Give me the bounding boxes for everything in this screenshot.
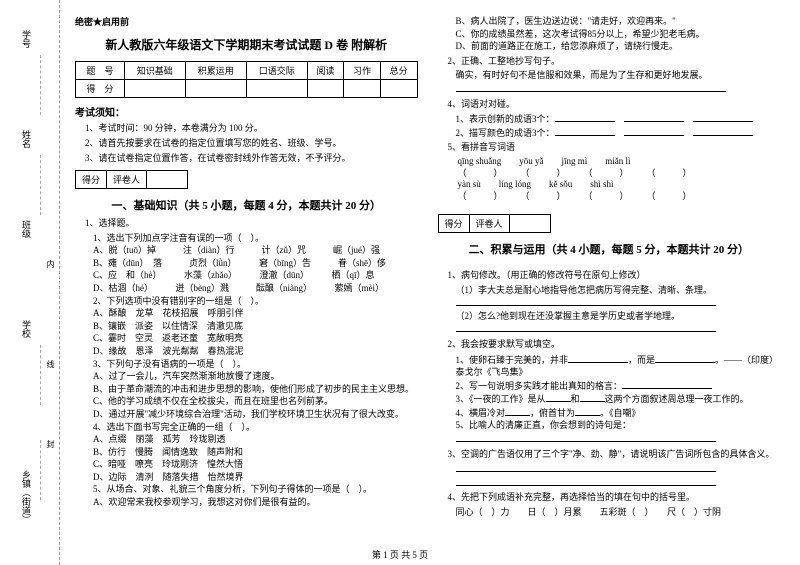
s2-q2: 2、我会按要求默写或填空。 — [448, 338, 781, 351]
q1-5: 5、从场合、对象、礼貌三个角度分析，下列句子得体的一项是（ ）。 — [93, 483, 418, 496]
td-score-label: 得 分 — [76, 80, 125, 98]
grader-name: 评卷人 — [107, 171, 147, 188]
paren-row: （ ） （ ） （ ） （ ） — [458, 189, 781, 202]
section2-heading: 二、积累与运用（共 4 小题，每题 5 分，本题共计 20 分） — [438, 241, 781, 257]
gutter-seal-feng: 封 — [45, 440, 56, 448]
q4-1: 1、表示创新的成语3个： — [456, 112, 781, 126]
th-oral: 口语交际 — [246, 62, 307, 80]
grader-box: 得分 评卷人 — [438, 214, 551, 233]
opt: D、前面的道路正在施工，给您添麻烦了，请绕行慢走。 — [456, 40, 781, 53]
th-total: 总分 — [380, 62, 417, 80]
gutter-label-town: 乡镇（街道） — [20, 470, 33, 524]
s2-q2-1: 1、使卵石臻于完美的，并非，而是。——（印度） — [456, 353, 781, 367]
notice-item: 1、考试时间：90 分钟，本卷满分为 100 分。 — [85, 121, 418, 134]
q2-text: 确实，有时好句不是信服和效果，而是为了生存和更好地发展。 — [456, 69, 781, 82]
exam-page: 学号 姓名 班级 内 学校 线 封 乡镇（街道） 绝密★启用前 新人教版六年级语… — [0, 0, 800, 565]
q1-stem: 1、选择题。 — [85, 217, 418, 230]
notice-item: 2、请首先按要求在试卷的指定位置填写您的姓名、班级、学号。 — [85, 136, 418, 149]
th-num: 题 号 — [76, 62, 125, 80]
opt: A、过了一会儿，汽车突然渐渐地放慢了速度。 — [93, 370, 418, 383]
opt: C、你的成绩虽然差，这次考试得85分以上，希望少犯老毛病。 — [456, 28, 781, 41]
gutter-seal-nei: 内 — [45, 260, 56, 268]
th-basic: 知识基础 — [124, 62, 185, 80]
opt: D、枯涸（hé） 迸（bèng）溅 酝酿（niàng） 萦嫣（mèi） — [93, 282, 418, 295]
opt: B、瘫（dūn） 落 贞烈（lǜn） 窘（bīng）告 眷（shē）侈 — [93, 257, 418, 270]
opt: A、酥酿 龙草 花枝招展 呼朋引伴 — [93, 307, 418, 320]
notice-item: 3、请在试卷指定位置作答，在试卷密封线外作答无效，不予评分。 — [85, 151, 418, 164]
s2-q1: 1、病句修改。（用正确的修改符号在原句上修改） — [448, 269, 781, 282]
q4: 4、词语对对碰。 — [448, 98, 781, 111]
opt: A、点缀 丽藻 孤芳 玲珑剔透 — [93, 433, 418, 446]
opt: B、由于革命潮流的冲击和进步思想的影响，使他们形成了初步的民主主义思想。 — [93, 383, 418, 396]
gutter-label-class: 班级 — [20, 220, 33, 238]
grader-score: 得分 — [76, 171, 107, 188]
gutter-seal-xian: 线 — [45, 360, 56, 368]
th-accum: 积累运用 — [185, 62, 246, 80]
exam-title: 新人教版六年级语文下学期期末考试试题 D 卷 附解析 — [75, 36, 418, 53]
q1-2: 2、下列选项中没有错别字的一组是（ ）。 — [93, 295, 418, 308]
th-write: 习作 — [344, 62, 381, 80]
page-footer: 第 1 页 共 5 页 — [0, 548, 800, 561]
score-table: 题 号 知识基础 积累运用 口语交际 阅读 习作 总分 得 分 — [75, 61, 418, 98]
s2-q4-line: 同心（ ）力 日（ ）月累 五彩斑（ ） 尺（ ）寸阴 — [456, 506, 781, 519]
opt: A、脱（tuō）掉 注（diàn）行 计（zǔ）咒 崛（jué）强 — [93, 244, 418, 257]
s2-q2-4: 4、横眉冷对，俯首甘为。《自嘲》 — [456, 406, 781, 420]
content-area: 绝密★启用前 新人教版六年级语文下学期期末考试试题 D 卷 附解析 题 号 知识… — [60, 0, 800, 565]
secret-mark: 绝密★启用前 — [75, 15, 418, 28]
s2-q1-2: （2）怎么?他到现在还没掌握主意是学历史或者学地理。 — [456, 310, 781, 323]
gutter-label-id: 学号 — [20, 30, 33, 48]
opt: C、他的学习成绩不仅在全校拔尖，而且在班里也名列前茅。 — [93, 395, 418, 408]
notice-heading: 考试须知： — [75, 104, 418, 119]
q2: 2、正确、工整地抄写句子。 — [448, 55, 781, 68]
q1-1: 1、选出下列加点字注音有误的一项（ ）。 — [93, 232, 418, 245]
paren-row: （ ） （ ） （ ） （ ） — [458, 166, 781, 179]
right-column: B、病人出院了，医生边送边说："请走好，欢迎再来。" C、你的成绩虽然差，这次考… — [438, 15, 781, 555]
s2-q2-1b: 泰戈尔《飞鸟集》 — [456, 366, 781, 379]
s2-q2-5: 5、比喻人的清廉正直，你会想到的诗句是： — [456, 419, 781, 432]
gutter-label-school: 学校 — [20, 320, 33, 338]
q4-2: 2、描写颜色的成语3个： — [456, 126, 781, 140]
th-read: 阅读 — [307, 62, 344, 80]
opt: B、仿行 慢腾 闻情逸致 随声附和 — [93, 446, 418, 459]
grader-box: 得分 评卷人 — [75, 170, 188, 189]
opt: B、镶嵌 派姿 以住情深 清澈见底 — [93, 320, 418, 333]
section1-heading: 一、基础知识（共 5 小题，每题 4 分，本题共计 20 分） — [75, 197, 418, 213]
grader-name: 评卷人 — [470, 215, 510, 232]
binding-gutter: 学号 姓名 班级 内 学校 线 封 乡镇（街道） — [0, 0, 60, 565]
pinyin-row: qīng shuǎng yōu yǎ jīng mì miǎn lì — [458, 156, 781, 166]
table-row: 得 分 — [76, 80, 418, 98]
opt: D、缘故 恩泽 波光粼粼 春热混泥 — [93, 345, 418, 358]
pinyin-row: yàn sù líng lóng kě sǒu shì shì — [458, 179, 781, 189]
q5: 5、看拼音写词语 — [448, 141, 781, 154]
q1-3: 3、下列句子没有语病的一项是（ ）。 — [93, 358, 418, 371]
left-column: 绝密★启用前 新人教版六年级语文下学期期末考试试题 D 卷 附解析 题 号 知识… — [75, 15, 418, 555]
s2-q1-1: （1）李大夫总是耐心地指导他怎把病历写得完整、清晰、条理。 — [456, 284, 781, 297]
s2-q3: 3、空调的广告语仅用了三个字"净、劲、静"，请说明该广告词所包含的具体含义。 — [448, 448, 781, 461]
table-row: 题 号 知识基础 积累运用 口语交际 阅读 习作 总分 — [76, 62, 418, 80]
opt: C、应 和（hè） 水藻（zhǎo） 澄澈（dūn） 栖（qī）息 — [93, 269, 418, 282]
opt: C、霎时 空灵 返老还童 宽敞明亮 — [93, 332, 418, 345]
s2-q2-2: 2、写一句说明多实践才能出真知的格言： — [456, 379, 781, 393]
q1-4: 4、选出下面书写完全正确的一组（ ）。 — [93, 421, 418, 434]
opt: D、通过开展"减少环境综合治理"活动，我们学校环境卫生状况有了很大改变。 — [93, 408, 418, 421]
gutter-label-name: 姓名 — [20, 130, 33, 148]
opt: B、病人出院了，医生边送边说："请走好，欢迎再来。" — [456, 15, 781, 28]
opt: A、欢迎常来我校参观学习，我想这对你们是很有益的。 — [93, 496, 418, 509]
opt: C、暗哑 嘹亮 玲珑刚济 惶然大悟 — [93, 458, 418, 471]
s2-q4: 4、先把下列成语补充完整，再选择恰当的填在句中的括号里。 — [448, 491, 781, 504]
s2-q2-3: 3、《一夜的工作》是从和这两个方面叙述周总理一夜工作的。 — [456, 392, 781, 406]
opt: D、边际 清洌 随落失措 怡然境界 — [93, 471, 418, 484]
grader-score: 得分 — [439, 215, 470, 232]
